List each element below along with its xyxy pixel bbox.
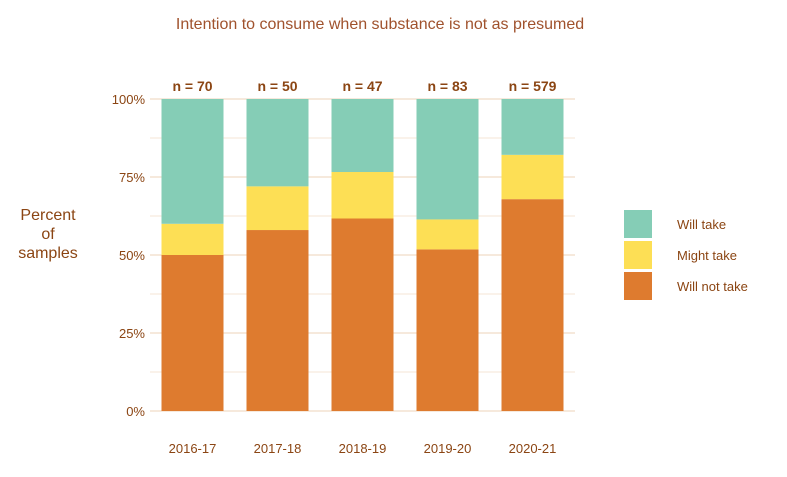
legend-label: Will not take <box>677 279 748 294</box>
bar-segment-will-not-take <box>161 255 224 411</box>
y-axis-label-line3: samples <box>18 245 78 262</box>
bar-segment-will-not-take <box>246 230 309 411</box>
bar-segment-will-take <box>161 99 224 224</box>
bar-segment-will-take <box>331 99 394 173</box>
bar-segment-will-take <box>416 99 479 220</box>
bar-segment-might-take <box>331 172 394 219</box>
sample-size-label: n = 579 <box>509 78 557 94</box>
legend-swatch <box>624 272 652 300</box>
sample-size-label: n = 70 <box>172 78 212 94</box>
bar-segment-will-not-take <box>331 218 394 411</box>
bar-segment-will-not-take <box>501 199 564 411</box>
y-tick-label: 0% <box>126 404 145 419</box>
chart-title: Intention to consume when substance is n… <box>176 16 584 33</box>
y-axis-label-line1: Percent <box>20 207 76 224</box>
bar-segment-might-take <box>501 154 564 200</box>
y-tick-label: 100% <box>112 92 146 107</box>
x-tick-label: 2018-19 <box>339 441 387 456</box>
x-tick-label: 2019-20 <box>424 441 472 456</box>
sample-size-label: n = 47 <box>342 78 382 94</box>
x-tick-label: 2016-17 <box>169 441 217 456</box>
bar-segment-will-take <box>501 99 564 155</box>
bar-segment-might-take <box>161 223 224 255</box>
x-tick-label: 2020-21 <box>509 441 557 456</box>
bar-segment-will-not-take <box>416 249 479 411</box>
bar-segment-might-take <box>246 186 309 231</box>
sample-size-label: n = 50 <box>257 78 297 94</box>
legend-label: Might take <box>677 248 737 263</box>
x-tick-label: 2017-18 <box>254 441 302 456</box>
bar-segment-will-take <box>246 99 309 187</box>
y-tick-label: 75% <box>119 170 145 185</box>
sample-size-label: n = 83 <box>427 78 467 94</box>
legend-label: Will take <box>677 217 726 232</box>
legend-swatch <box>624 210 652 238</box>
y-tick-label: 25% <box>119 326 145 341</box>
y-axis-label-line2: of <box>41 226 55 243</box>
bar-segment-might-take <box>416 219 479 250</box>
legend-swatch <box>624 241 652 269</box>
y-tick-label: 50% <box>119 248 145 263</box>
